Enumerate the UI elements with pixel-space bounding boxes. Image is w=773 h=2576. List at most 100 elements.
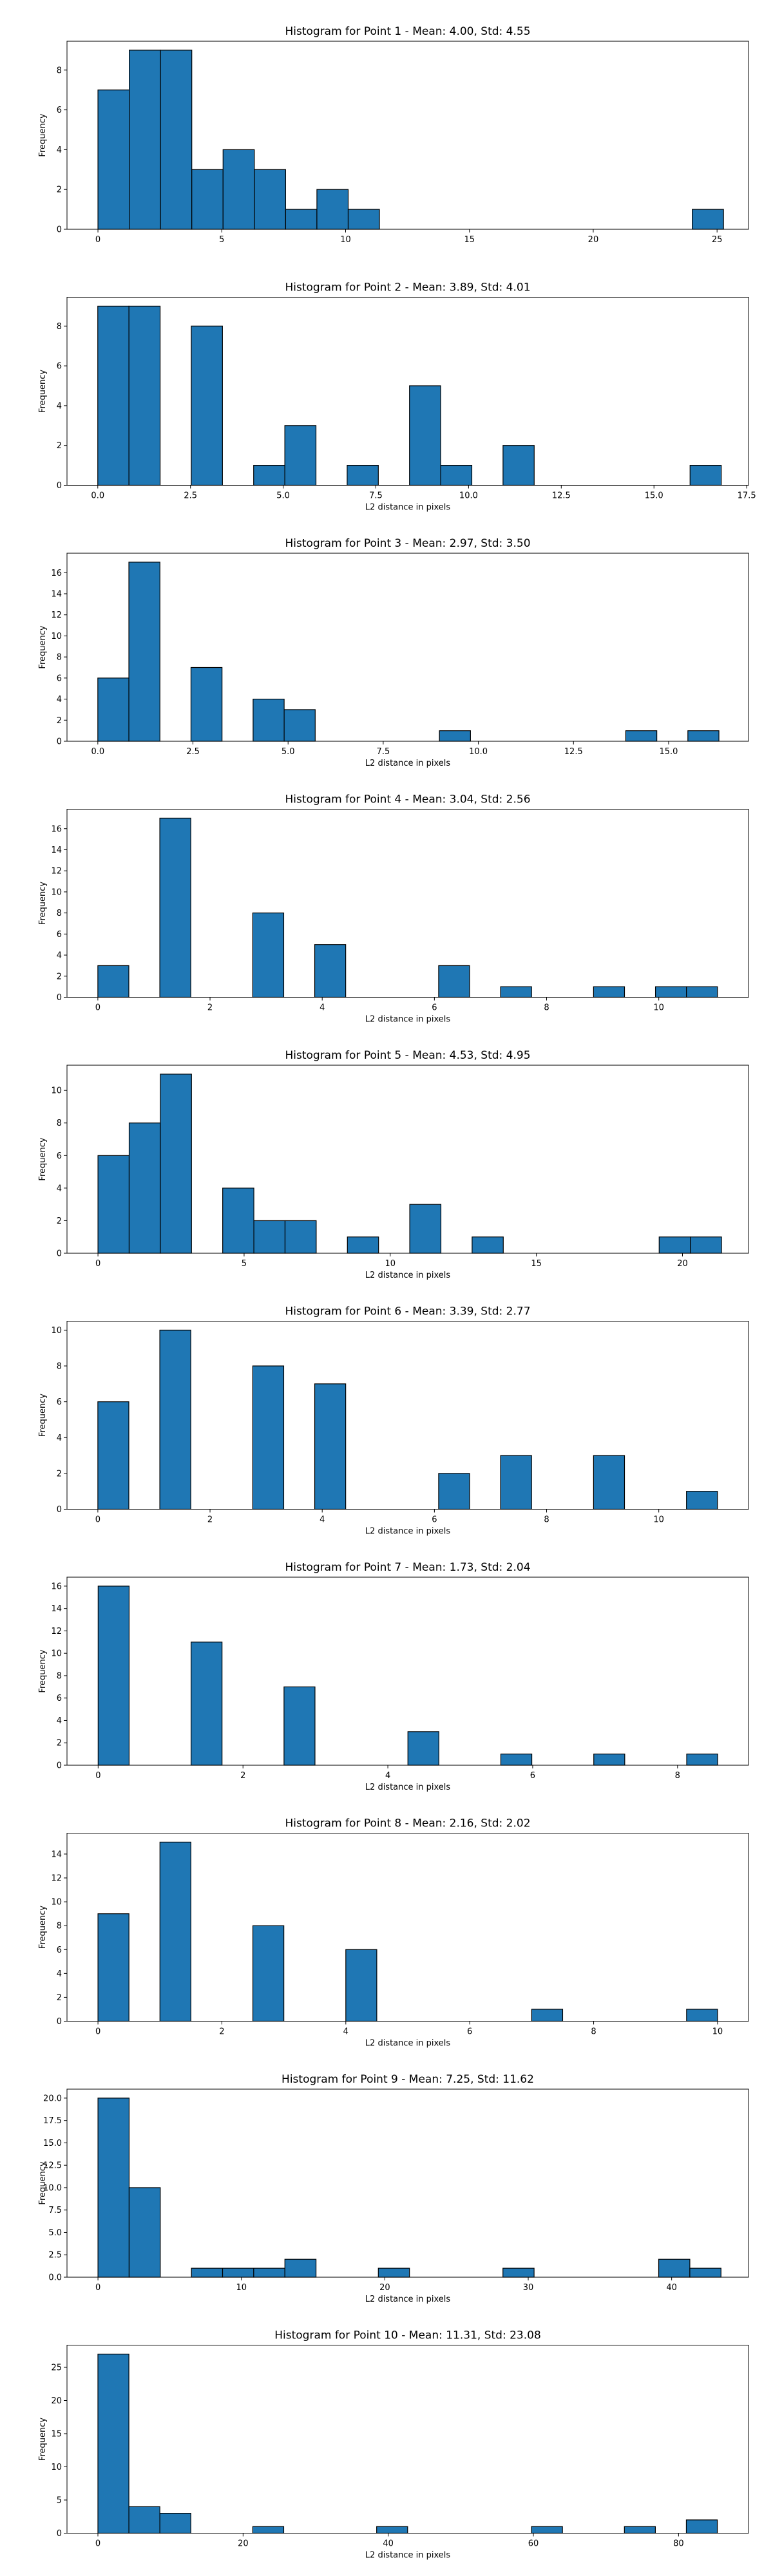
histogram-bar <box>347 465 379 486</box>
x-axis-label: L2 distance in pixels <box>365 2295 451 2304</box>
x-tick-label: 20 <box>379 2283 390 2293</box>
x-axis-label: L2 distance in pixels <box>365 1527 451 1537</box>
x-tick-label: 10 <box>653 1515 664 1525</box>
x-tick-label: 0 <box>95 1003 100 1013</box>
y-tick-label: 0 <box>57 2017 62 2027</box>
y-tick-label: 14 <box>51 1850 62 1859</box>
histogram-bar <box>438 1473 470 1510</box>
y-tick-label: 7.5 <box>48 2206 62 2215</box>
histogram-panel: Histogram for Point 4 - Mean: 3.04, Std:… <box>38 793 749 1025</box>
y-tick-label: 10 <box>51 1898 62 1908</box>
axes-frame <box>66 2345 749 2533</box>
x-tick-label: 2.5 <box>184 491 197 501</box>
y-tick-label: 14 <box>51 1604 62 1614</box>
histogram-panel: Histogram for Point 7 - Mean: 1.73, Std:… <box>38 1561 749 1792</box>
y-tick-label: 12 <box>51 1627 62 1636</box>
chart-title: Histogram for Point 2 - Mean: 3.89, Std:… <box>285 281 530 294</box>
histogram-bar <box>502 2268 535 2278</box>
y-tick-label: 16 <box>51 569 62 578</box>
histogram-bar <box>253 1220 286 1254</box>
axes-frame <box>66 1577 749 1766</box>
axes-frame <box>66 2088 749 2278</box>
x-tick-label: 6 <box>432 1515 437 1525</box>
x-tick-label: 10 <box>712 2027 723 2037</box>
y-tick-label: 8 <box>57 1362 62 1372</box>
histogram-panel: Histogram for Point 2 - Mean: 3.89, Std:… <box>38 281 756 513</box>
x-tick-label: 40 <box>383 2539 394 2549</box>
x-tick-label: 25 <box>712 235 723 245</box>
histogram-bar <box>500 1754 533 1766</box>
histogram-bar <box>314 944 347 998</box>
x-tick-label: 20 <box>588 235 599 245</box>
y-tick-label: 10 <box>51 2463 62 2472</box>
axes-frame <box>66 1065 749 1254</box>
y-tick-label: 2 <box>57 1469 62 1479</box>
x-tick-label: 6 <box>467 2027 472 2037</box>
x-tick-label: 5.0 <box>282 747 295 757</box>
y-tick-label: 14 <box>51 589 62 599</box>
y-tick-label: 5 <box>57 2496 62 2506</box>
histogram-bar <box>253 465 285 486</box>
x-tick-label: 0.0 <box>91 747 105 757</box>
histogram-bar <box>159 1329 191 1510</box>
x-tick-label: 8 <box>544 1515 549 1525</box>
y-tick-label: 8 <box>57 653 62 663</box>
x-tick-label: 17.5 <box>738 491 756 501</box>
x-tick-label: 4 <box>320 1515 325 1525</box>
y-tick-label: 10 <box>51 632 62 641</box>
chart-title: Histogram for Point 3 - Mean: 2.97, Std:… <box>285 537 530 550</box>
y-tick-label: 12 <box>51 867 62 876</box>
histogram-bar <box>685 2519 718 2534</box>
y-tick-label: 8 <box>57 322 62 332</box>
y-tick-label: 0 <box>57 2529 62 2539</box>
x-tick-label: 2.5 <box>186 747 200 757</box>
x-tick-label: 15.0 <box>659 747 678 757</box>
histogram-bar <box>689 465 722 486</box>
x-tick-label: 12.5 <box>552 491 571 501</box>
x-tick-label: 4 <box>343 2027 348 2037</box>
x-axis-label: L2 distance in pixels <box>365 1015 451 1025</box>
y-tick-label: 14 <box>51 846 62 855</box>
x-tick-label: 10 <box>385 1259 396 1269</box>
y-tick-label: 2 <box>57 972 62 981</box>
histogram-bar <box>129 50 161 230</box>
chart-title: Histogram for Point 8 - Mean: 2.16, Std:… <box>285 1817 530 1830</box>
y-tick-label: 12 <box>51 611 62 620</box>
x-tick-label: 6 <box>530 1771 535 1781</box>
histogram-bar <box>97 1155 130 1254</box>
y-axis-label: Frequency <box>38 1906 48 1949</box>
y-axis-label: Frequency <box>38 625 48 668</box>
histogram-bar <box>190 667 223 742</box>
y-axis-label: Frequency <box>38 113 48 156</box>
histogram-bar <box>409 1204 442 1254</box>
histogram-bar <box>191 2268 224 2278</box>
x-tick-label: 5 <box>242 1259 247 1269</box>
histogram-bar <box>160 1074 192 1254</box>
histogram-bar <box>500 986 532 998</box>
y-tick-label: 12 <box>51 1874 62 1884</box>
x-tick-label: 12.5 <box>564 747 583 757</box>
histogram-bar <box>376 2526 408 2534</box>
chart-title: Histogram for Point 9 - Mean: 7.25, Std:… <box>282 2073 534 2086</box>
x-tick-label: 60 <box>528 2539 539 2549</box>
y-tick-label: 0 <box>57 1249 62 1259</box>
x-tick-label: 20 <box>677 1259 688 1269</box>
axes-frame <box>66 1321 749 1510</box>
histogram-bar <box>624 2526 656 2534</box>
x-tick-label: 10 <box>236 2283 247 2293</box>
y-tick-label: 15 <box>51 2430 62 2439</box>
y-tick-label: 2 <box>57 1739 62 1748</box>
x-tick-label: 0 <box>95 1259 100 1269</box>
x-tick-label: 7.5 <box>377 747 390 757</box>
y-tick-label: 0 <box>57 993 62 1003</box>
histogram-bar <box>97 1913 129 2022</box>
histogram-bar <box>128 562 160 742</box>
axes-frame <box>66 297 749 486</box>
x-tick-label: 10 <box>340 235 351 245</box>
chart-title: Histogram for Point 1 - Mean: 4.00, Std:… <box>285 25 530 38</box>
histogram-bar <box>284 425 317 486</box>
y-tick-label: 8 <box>57 1119 62 1128</box>
x-tick-label: 0 <box>95 2539 100 2549</box>
x-tick-label: 80 <box>673 2539 684 2549</box>
